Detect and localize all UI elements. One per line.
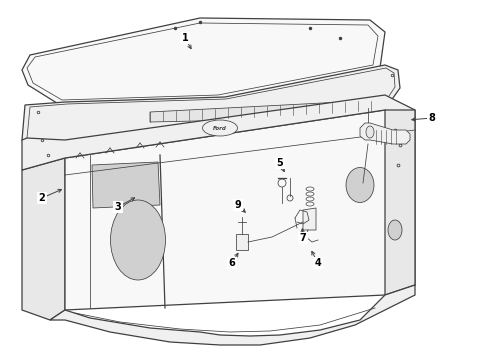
Polygon shape <box>22 95 414 170</box>
Text: 8: 8 <box>427 113 434 123</box>
Polygon shape <box>359 123 409 144</box>
Ellipse shape <box>202 120 237 136</box>
Ellipse shape <box>387 220 401 240</box>
Polygon shape <box>22 18 384 105</box>
Polygon shape <box>22 158 65 320</box>
Text: 4: 4 <box>314 258 321 268</box>
Text: Ford: Ford <box>213 126 226 130</box>
Ellipse shape <box>346 167 373 202</box>
Polygon shape <box>92 162 160 208</box>
Polygon shape <box>236 234 247 250</box>
Text: 1: 1 <box>181 33 188 43</box>
Polygon shape <box>50 285 414 345</box>
Polygon shape <box>150 100 386 122</box>
Text: 5: 5 <box>276 158 283 168</box>
Ellipse shape <box>365 126 373 138</box>
Polygon shape <box>65 110 414 310</box>
Text: 9: 9 <box>234 200 241 210</box>
Text: 6: 6 <box>228 258 235 268</box>
Text: 2: 2 <box>39 193 45 203</box>
Ellipse shape <box>110 200 165 280</box>
Text: 3: 3 <box>114 202 121 212</box>
Polygon shape <box>22 65 399 158</box>
Polygon shape <box>303 208 315 230</box>
Polygon shape <box>384 110 414 295</box>
Text: 7: 7 <box>299 233 306 243</box>
